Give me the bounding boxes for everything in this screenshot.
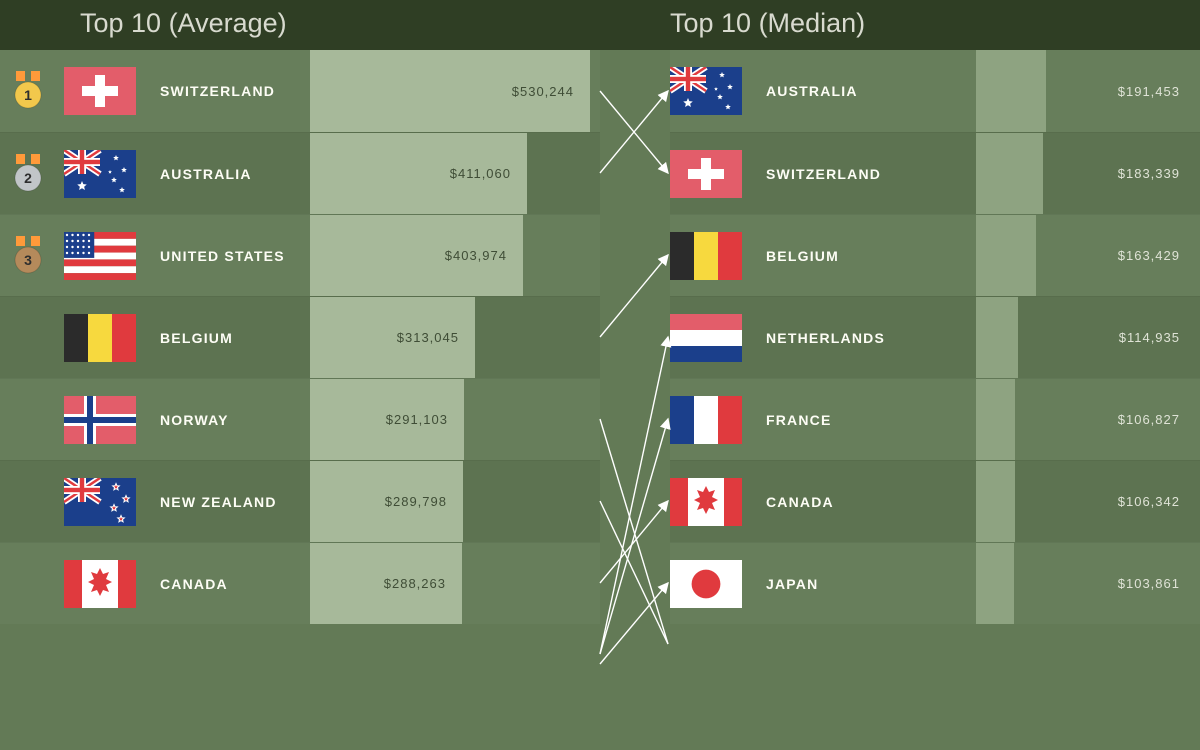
median-row: AUSTRALIA $191,453 [670,50,1200,132]
title-average: Top 10 (Average) [80,8,287,39]
value-label: $411,060 [450,166,511,181]
bar: $411,060 [310,133,527,214]
flag-france [670,396,742,444]
median-row: NETHERLANDS $114,935 [670,296,1200,378]
bar [976,215,1036,296]
bar: $403,974 [310,215,523,296]
bar [976,297,1018,378]
bar [976,461,1015,542]
value-label: $163,429 [1118,248,1180,263]
country-label: SWITZERLAND [766,166,916,182]
flag-belgium [670,232,742,280]
value-label: $183,339 [1118,166,1180,181]
bar-wrap: $289,798 [310,461,600,542]
average-row: 2 AUSTRALIA $411,060 [0,132,600,214]
average-row: BELGIUM $313,045 [0,296,600,378]
bar [976,543,1014,624]
country-label: JAPAN [766,576,916,592]
value-label: $191,453 [1118,84,1180,99]
flag-new_zealand [64,478,136,526]
value-label: $106,342 [1118,494,1180,509]
flag-united_states [64,232,136,280]
flag-japan [670,560,742,608]
median-column: AUSTRALIA $191,453 SWITZERLAND $183,339 … [670,50,1200,624]
median-row: FRANCE $106,827 [670,378,1200,460]
flag-australia [64,150,136,198]
country-label: SWITZERLAND [160,83,310,99]
svg-text:3: 3 [24,252,32,268]
bar-wrap: $291,103 [310,379,600,460]
flag-switzerland [64,67,136,115]
average-row: NEW ZEALAND $289,798 [0,460,600,542]
bar: $530,244 [310,50,590,132]
country-label: CANADA [160,576,310,592]
value-label: $114,935 [1119,330,1180,345]
value-label: $103,861 [1118,576,1180,591]
flag-belgium [64,314,136,362]
medal-slot: 1 [0,71,56,111]
flag-australia [670,67,742,115]
median-row: CANADA $106,342 [670,460,1200,542]
svg-text:2: 2 [24,170,32,186]
flag-switzerland [670,150,742,198]
bar [976,133,1043,214]
flag-norway [64,396,136,444]
bar [976,379,1015,460]
value-label: $313,045 [397,330,459,345]
country-label: NORWAY [160,412,310,428]
average-row: NORWAY $291,103 [0,378,600,460]
value-label: $106,827 [1118,412,1180,427]
bar-wrap: $411,060 [310,133,600,214]
country-label: FRANCE [766,412,916,428]
average-row: 1 SWITZERLAND $530,244 [0,50,600,132]
svg-text:1: 1 [24,87,32,103]
country-label: NETHERLANDS [766,330,916,346]
bar: $289,798 [310,461,463,542]
average-column: 1 SWITZERLAND $530,244 2 AUSTRALIA $411,… [0,50,600,624]
median-row: SWITZERLAND $183,339 [670,132,1200,214]
value-label: $291,103 [386,412,448,427]
average-row: CANADA $288,263 [0,542,600,624]
value-label: $288,263 [384,576,446,591]
country-label: BELGIUM [160,330,310,346]
country-label: AUSTRALIA [160,166,310,182]
value-label: $289,798 [385,494,447,509]
bar-wrap: $313,045 [310,297,600,378]
medal-slot: 3 [0,236,56,276]
country-label: CANADA [766,494,916,510]
bar-wrap: $530,244 [310,50,600,132]
country-label: AUSTRALIA [766,83,916,99]
flag-netherlands [670,314,742,362]
bar: $288,263 [310,543,462,624]
median-row: BELGIUM $163,429 [670,214,1200,296]
bar-wrap: $288,263 [310,543,600,624]
average-row: 3 UNITED STATES $403,974 [0,214,600,296]
bar [976,50,1046,132]
flag-canada [670,478,742,526]
bar: $291,103 [310,379,464,460]
flag-canada [64,560,136,608]
median-row: JAPAN $103,861 [670,542,1200,624]
bar-wrap: $403,974 [310,215,600,296]
value-label: $403,974 [445,248,507,263]
country-label: NEW ZEALAND [160,494,310,510]
medal-slot: 2 [0,154,56,194]
country-label: UNITED STATES [160,248,310,264]
country-label: BELGIUM [766,248,916,264]
bar: $313,045 [310,297,475,378]
value-label: $530,244 [512,84,574,99]
title-median: Top 10 (Median) [670,8,865,39]
